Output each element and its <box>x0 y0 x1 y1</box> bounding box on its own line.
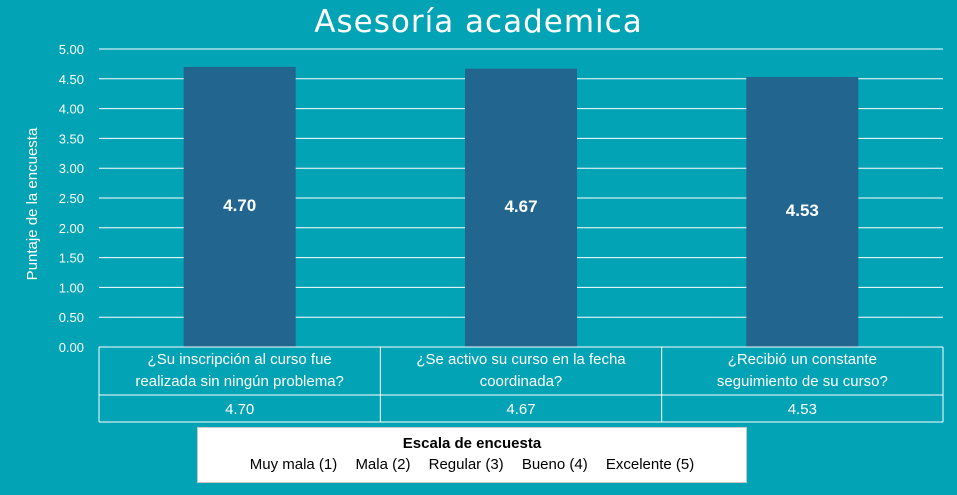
y-tick-label: 1.00 <box>59 280 84 295</box>
y-tick-label: 4.50 <box>59 72 84 87</box>
legend-item-mala: Mala (2) <box>355 456 411 473</box>
y-tick-label: 4.00 <box>59 102 84 117</box>
y-tick-label: 0.00 <box>59 340 84 355</box>
y-tick-label: 0.50 <box>59 310 84 325</box>
table-value: 4.70 <box>225 401 254 418</box>
bar-value-label: 4.53 <box>786 201 819 220</box>
bar <box>465 68 577 347</box>
category-label: realizada sin ningún problema? <box>135 373 343 390</box>
bar <box>183 66 296 347</box>
legend-item-regular: Regular (3) <box>428 456 504 473</box>
category-label: coordinada? <box>480 373 563 390</box>
y-axis-title: Puntaje de la encuesta <box>24 127 41 280</box>
y-tick-label: 3.50 <box>59 131 84 146</box>
legend-item-bueno: Bueno (4) <box>521 456 588 473</box>
category-label: ¿Se activo su curso en la fecha <box>416 351 626 368</box>
legend-item-excelente: Excelente (5) <box>605 456 695 473</box>
chart-title: Asesoría academica <box>314 4 643 40</box>
y-tick-label: 2.00 <box>59 221 84 236</box>
survey-scale-legend: Escala de encuesta Muy mala (1) Mala (2)… <box>197 427 747 483</box>
table-value: 4.67 <box>506 401 535 418</box>
category-label: ¿Su inscripción al curso fue <box>148 351 332 368</box>
category-label: seguimiento de su curso? <box>717 373 888 390</box>
legend-items: Muy mala (1) Mala (2) Regular (3) Bueno … <box>198 456 746 473</box>
legend-item-muy-mala: Muy mala (1) <box>249 456 338 473</box>
y-tick-label: 2.50 <box>59 191 84 206</box>
bar-value-label: 4.67 <box>504 197 537 216</box>
category-label: ¿Recibió un constante <box>728 351 877 368</box>
y-tick-label: 1.50 <box>59 251 84 266</box>
table-value: 4.53 <box>788 401 817 418</box>
y-tick-label: 3.00 <box>59 161 84 176</box>
legend-title: Escala de encuesta <box>402 435 542 452</box>
y-tick-label: 5.00 <box>59 42 84 57</box>
bar-value-label: 4.70 <box>223 196 256 215</box>
bar <box>746 77 859 348</box>
